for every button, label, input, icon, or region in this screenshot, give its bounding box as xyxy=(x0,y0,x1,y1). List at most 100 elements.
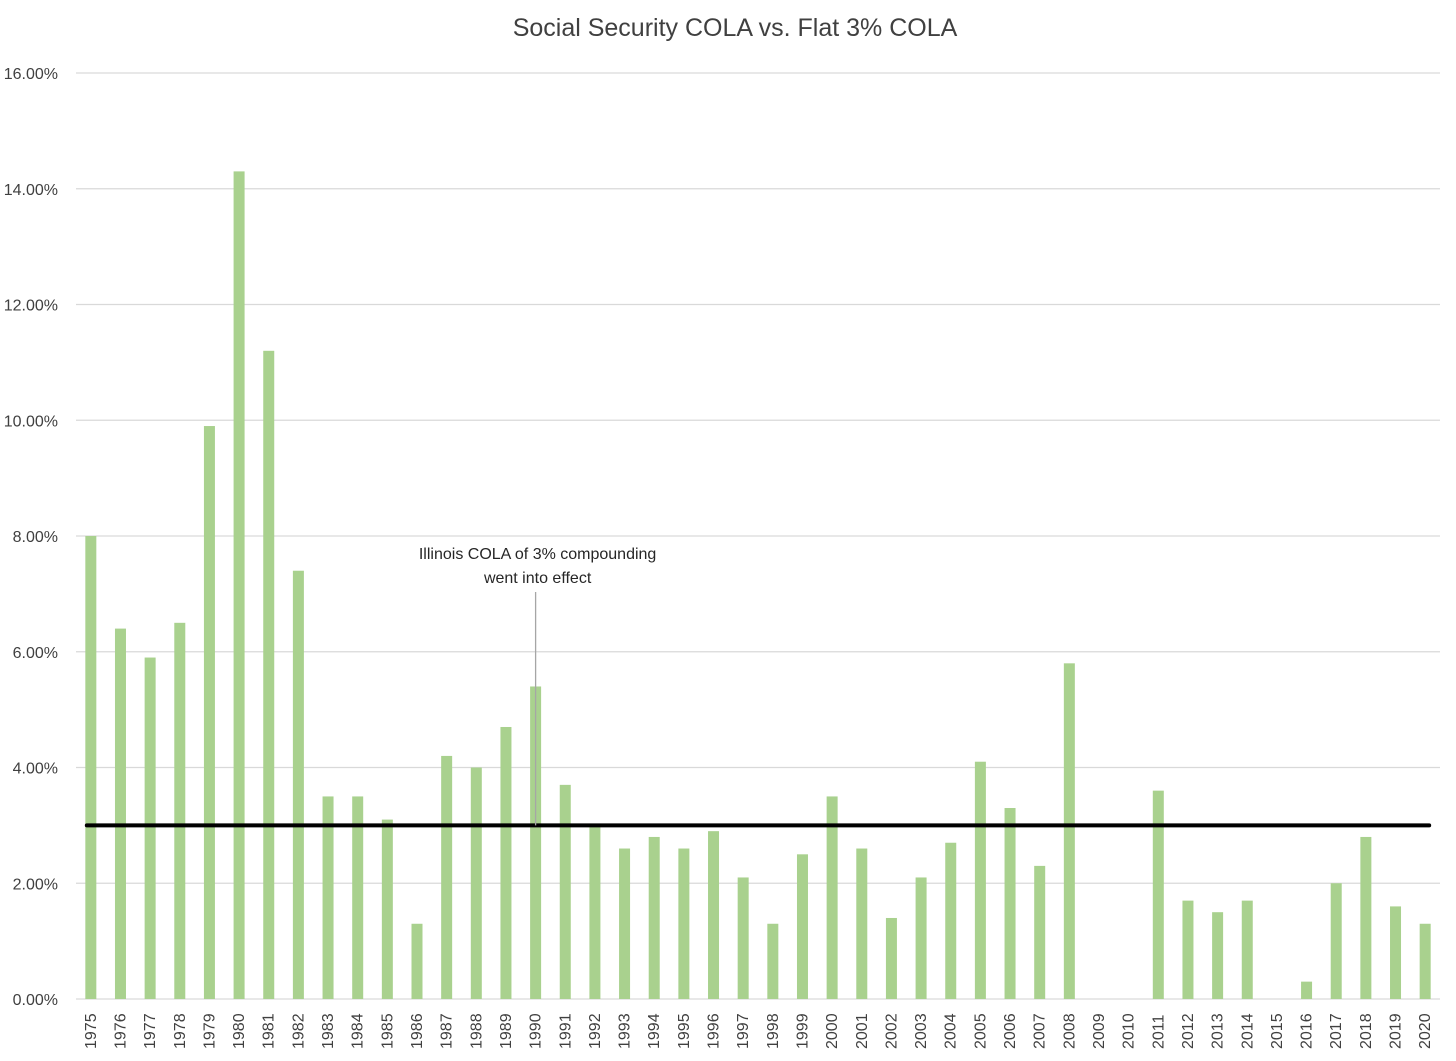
bar xyxy=(1034,865,1046,999)
bar xyxy=(174,622,186,999)
x-tick-label: 2003 xyxy=(913,1013,930,1049)
x-tick-label: 1979 xyxy=(201,1013,218,1049)
x-tick-label: 1993 xyxy=(617,1013,634,1049)
x-tick-label: 2016 xyxy=(1299,1013,1316,1049)
x-tick-label: 1983 xyxy=(320,1013,337,1049)
x-tick-label: 2012 xyxy=(1180,1013,1197,1049)
bar xyxy=(767,923,779,999)
bar xyxy=(559,784,571,999)
x-tick-label: 1976 xyxy=(112,1013,129,1049)
bar xyxy=(915,877,927,999)
bar xyxy=(381,819,393,999)
x-tick-label: 2001 xyxy=(854,1013,871,1049)
x-tick-label: 1997 xyxy=(735,1013,752,1049)
x-tick-label: 2007 xyxy=(1032,1013,1049,1049)
bar xyxy=(1301,981,1313,999)
x-tick-label: 2020 xyxy=(1417,1013,1434,1049)
x-tick-label: 1987 xyxy=(439,1013,456,1049)
x-tick-label: 1981 xyxy=(261,1013,278,1049)
bar xyxy=(796,854,808,999)
bar xyxy=(1063,663,1075,999)
x-tick-label: 1999 xyxy=(794,1013,811,1049)
x-tick-label: 1986 xyxy=(409,1013,426,1049)
bar xyxy=(144,657,156,999)
bar xyxy=(678,848,690,999)
bar xyxy=(85,536,97,999)
y-tick-label: 10.00% xyxy=(4,413,58,430)
x-tick-label: 2008 xyxy=(1061,1013,1078,1049)
x-tick-label: 1998 xyxy=(765,1013,782,1049)
bar xyxy=(974,761,986,999)
bar xyxy=(1360,836,1372,999)
x-tick-label: 1994 xyxy=(646,1013,663,1049)
x-tick-label: 1995 xyxy=(676,1013,693,1049)
y-tick-label: 8.00% xyxy=(13,529,58,546)
bar xyxy=(411,923,423,999)
bar xyxy=(263,350,275,999)
bar xyxy=(1182,900,1194,999)
x-tick-label: 2000 xyxy=(824,1013,841,1049)
bar xyxy=(708,831,720,999)
y-tick-label: 12.00% xyxy=(4,298,58,315)
x-tick-label: 2002 xyxy=(883,1013,900,1049)
bar xyxy=(352,796,364,999)
bar xyxy=(1330,883,1342,999)
bar xyxy=(530,686,542,999)
x-tick-label: 2009 xyxy=(1091,1013,1108,1049)
x-tick-label: 2015 xyxy=(1269,1013,1286,1049)
x-tick-label: 1992 xyxy=(587,1013,604,1049)
bar xyxy=(1390,906,1402,999)
y-tick-label: 4.00% xyxy=(13,761,58,778)
y-tick-label: 14.00% xyxy=(4,182,58,199)
x-tick-label: 2017 xyxy=(1328,1013,1345,1049)
bar xyxy=(1419,923,1431,999)
bar xyxy=(619,848,631,999)
x-tick-label: 1982 xyxy=(290,1013,307,1049)
x-tick-label: 1991 xyxy=(557,1013,574,1049)
bar xyxy=(233,171,245,999)
y-tick-label: 6.00% xyxy=(13,645,58,662)
bar xyxy=(203,426,215,1000)
x-tick-label: 1980 xyxy=(231,1013,248,1049)
x-tick-label: 1985 xyxy=(379,1013,396,1049)
x-tick-label: 2011 xyxy=(1150,1014,1167,1049)
x-tick-label: 2013 xyxy=(1210,1013,1227,1049)
annotation-text: Illinois COLA of 3% compounding xyxy=(419,546,656,563)
x-tick-label: 2004 xyxy=(943,1013,960,1049)
x-tick-label: 1977 xyxy=(142,1013,159,1049)
x-tick-label: 2014 xyxy=(1239,1013,1256,1049)
bar xyxy=(1241,900,1253,999)
x-tick-label: 1988 xyxy=(468,1013,485,1049)
x-tick-label: 1975 xyxy=(83,1013,100,1049)
chart-title: Social Security COLA vs. Flat 3% COLA xyxy=(512,14,958,42)
x-tick-label: 2010 xyxy=(1121,1013,1138,1049)
y-tick-label: 2.00% xyxy=(13,876,58,893)
bar xyxy=(856,848,868,999)
x-tick-label: 1989 xyxy=(498,1013,515,1049)
bar xyxy=(1152,790,1164,999)
bar xyxy=(648,836,660,999)
x-tick-label: 1990 xyxy=(528,1013,545,1049)
annotation-text: went into effect xyxy=(483,570,592,587)
x-tick-label: 1978 xyxy=(172,1013,189,1049)
bar xyxy=(1212,912,1224,999)
bar xyxy=(826,796,838,999)
bar xyxy=(292,570,304,999)
bar xyxy=(1004,808,1016,999)
x-tick-label: 2019 xyxy=(1388,1013,1405,1049)
bar xyxy=(737,877,749,999)
x-tick-label: 1984 xyxy=(350,1013,367,1049)
x-tick-label: 2005 xyxy=(972,1013,989,1049)
bar xyxy=(322,796,334,999)
x-tick-label: 2006 xyxy=(1002,1013,1019,1049)
y-tick-label: 16.00% xyxy=(4,66,58,83)
x-tick-label: 2018 xyxy=(1358,1013,1375,1049)
bar xyxy=(500,726,512,999)
bar xyxy=(441,755,453,999)
bar xyxy=(470,767,482,999)
bar xyxy=(589,825,601,999)
bar xyxy=(114,628,126,999)
x-tick-label: 1996 xyxy=(706,1013,723,1049)
